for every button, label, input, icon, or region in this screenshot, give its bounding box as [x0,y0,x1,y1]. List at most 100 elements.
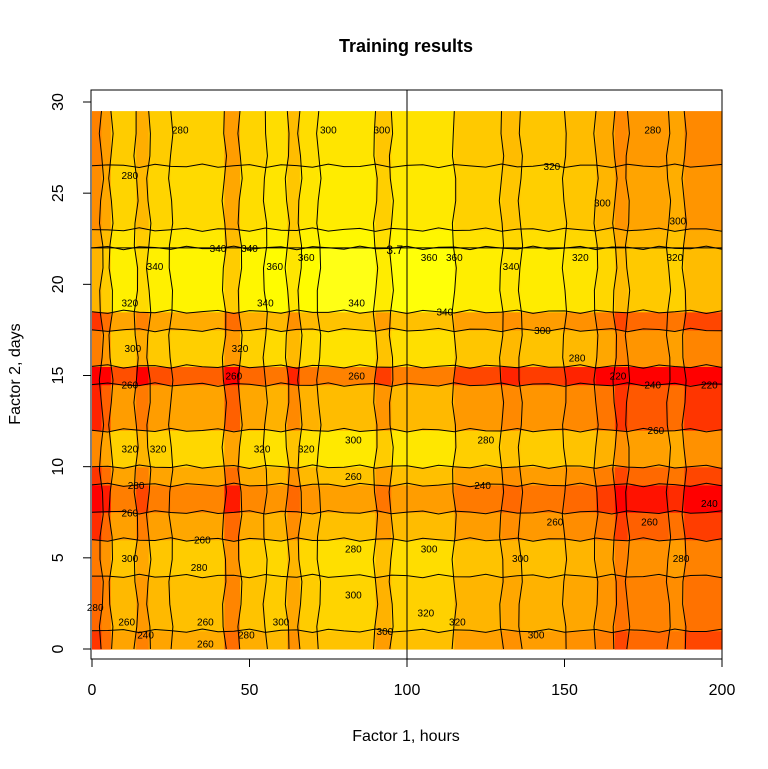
contour-line [221,111,228,650]
heatmap-cell [299,512,320,541]
y-tick-label: 0 [50,644,67,653]
heatmap-cell [564,630,597,650]
heatmap-cell [375,311,392,331]
heatmap-cell [391,539,455,577]
heatmap-cell [391,247,455,313]
heatmap-cell [614,247,629,313]
contour-label: 320 [418,609,435,620]
contour-label: 240 [137,630,154,641]
heatmap-cell [596,111,616,167]
heatmap-cell [110,229,137,249]
heatmap-cell [375,165,392,231]
contour-label: 260 [118,618,135,629]
heatmap-cell [170,512,225,541]
heatmap-cell [299,576,320,632]
contour-label: 300 [594,198,611,209]
heatmap-cell [136,430,150,468]
heatmap-cell [684,311,723,331]
contour-label: 280 [121,171,138,182]
heatmap-cell [136,466,150,486]
heatmap-cell [265,329,288,367]
contour-line [624,111,631,650]
heatmap-cell [564,111,597,167]
heatmap-cell [520,576,566,632]
heatmap-cell [92,366,103,386]
heatmap-cell [684,329,723,367]
heatmap-cell [148,539,172,577]
heatmap-cell [520,247,566,313]
heatmap-cell [299,539,320,577]
heatmap-cell [454,165,503,231]
heatmap-cell [287,311,301,331]
heatmap-cell [375,430,392,468]
contour-label: 320 [121,299,138,310]
heatmap-cell [614,311,629,331]
y-tick-label: 30 [50,93,67,111]
heatmap-cell [454,630,503,650]
heatmap-cell [136,247,150,313]
heatmap-cell [627,366,670,386]
heatmap-cell [265,165,288,231]
heatmap-cell [318,384,377,431]
heatmap-cell [318,539,377,577]
contour-label: 280 [191,563,208,574]
heatmap-cell [287,329,301,367]
heatmap-cell [627,512,670,541]
contour-label: 300 [125,344,142,355]
contour-label: 300 [421,545,438,556]
heatmap-cell [224,366,241,386]
heatmap-cell [454,430,503,468]
contour-label: 240 [701,499,718,510]
contour-line [612,111,618,650]
heatmap-cell [454,247,503,313]
heatmap-cell [627,576,670,632]
heatmap-cell [265,539,288,577]
heatmap-cell [614,576,629,632]
heatmap-cell [627,466,670,486]
contour-label: 240 [474,481,491,492]
contour-label: 340 [257,299,274,310]
heatmap-cell [148,111,172,167]
heatmap-cell [627,630,670,650]
contour-label: 320 [121,444,138,455]
heatmap-cell [375,329,392,367]
heatmap-cell [299,384,320,431]
heatmap-cell [501,165,521,231]
heatmap-cell [627,384,670,431]
contour-label: 300 [373,125,390,136]
contour-line [133,111,139,650]
heatmap-cell [101,630,112,650]
heatmap-cell [520,484,566,513]
heatmap-cell [92,229,103,249]
contour-label: 260 [348,372,365,383]
heatmap-cell [148,512,172,541]
heatmap-cell [520,430,566,468]
heatmap-cell [391,466,455,486]
heatmap-cell [564,576,597,632]
heatmap-cell [101,384,112,431]
heatmap-cell [520,466,566,486]
heatmap-cell [454,229,503,249]
contour-label: 340 [503,262,520,273]
heatmap-cell [318,311,377,331]
heatmap-cell [627,329,670,367]
heatmap-cell [265,311,288,331]
heatmap-cell [614,630,629,650]
heatmap-cell [265,630,288,650]
heatmap-cell [148,247,172,313]
heatmap-cell [136,484,150,513]
heatmap-cell [287,111,301,167]
contour-label: 260 [197,618,214,629]
y-tick-label: 25 [50,184,67,202]
contour-label: 300 [670,217,687,228]
heatmap-cell [170,630,225,650]
heatmap-cell [110,512,137,541]
heatmap-cell [596,430,616,468]
heatmap-cell [627,229,670,249]
heatmap-cell [92,247,103,313]
contour-label: 320 [449,618,466,629]
heatmap-cell [224,484,241,513]
contour-label: 300 [377,627,394,638]
heatmap-cell [92,329,103,367]
heatmap-cell [92,576,103,632]
